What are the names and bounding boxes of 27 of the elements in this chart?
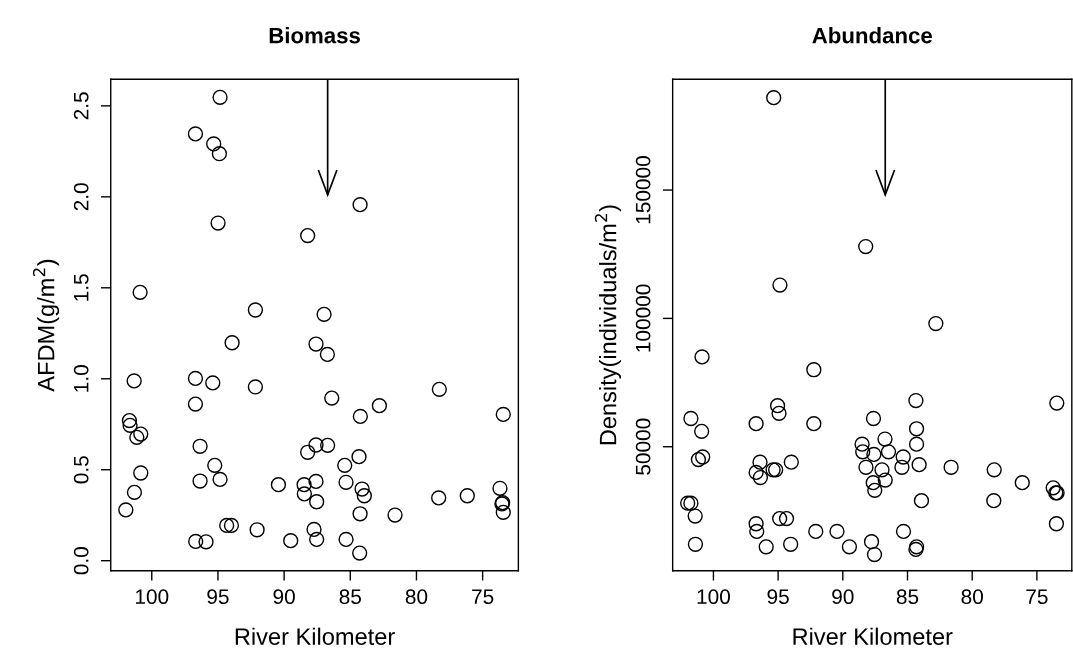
y-tick-label: 50000 [635,418,651,475]
x-tick-label: 80 [405,589,428,605]
y-tick-label: 150000 [635,156,651,224]
x-tick-label: 85 [339,589,361,605]
y-tick-label: 100000 [635,284,651,352]
x-tick-label: 100 [697,589,730,605]
y-tick-label: 2.5 [73,92,89,120]
x-tick-label: 75 [472,589,494,605]
x-axis-title: River Kilometer [235,627,395,645]
x-tick-label: 75 [1026,589,1048,605]
chart-title: Biomass [269,27,360,44]
x-tick-label: 85 [896,589,919,605]
x-axis-title: River Kilometer [793,627,953,645]
y-axis-title: Density(individuals/m$^{2}$) [594,205,622,445]
y-tick-label: 0.5 [73,456,89,484]
x-tick-label: 95 [207,589,229,605]
x-tick-label: 90 [832,589,854,605]
y-tick-label: 1.0 [73,365,89,392]
x-tick-label: 100 [135,589,169,605]
x-tick-label: 95 [767,589,789,605]
y-axis-title: AFDM(g/m$^{2}$) [32,259,60,392]
x-tick-label: 80 [961,589,983,605]
chart-title: Abundance [812,27,932,44]
x-tick-label: 90 [273,589,295,605]
y-tick-label: 0.0 [73,547,89,575]
y-tick-label: 2.0 [73,183,89,211]
y-tick-label: 1.5 [74,274,89,301]
